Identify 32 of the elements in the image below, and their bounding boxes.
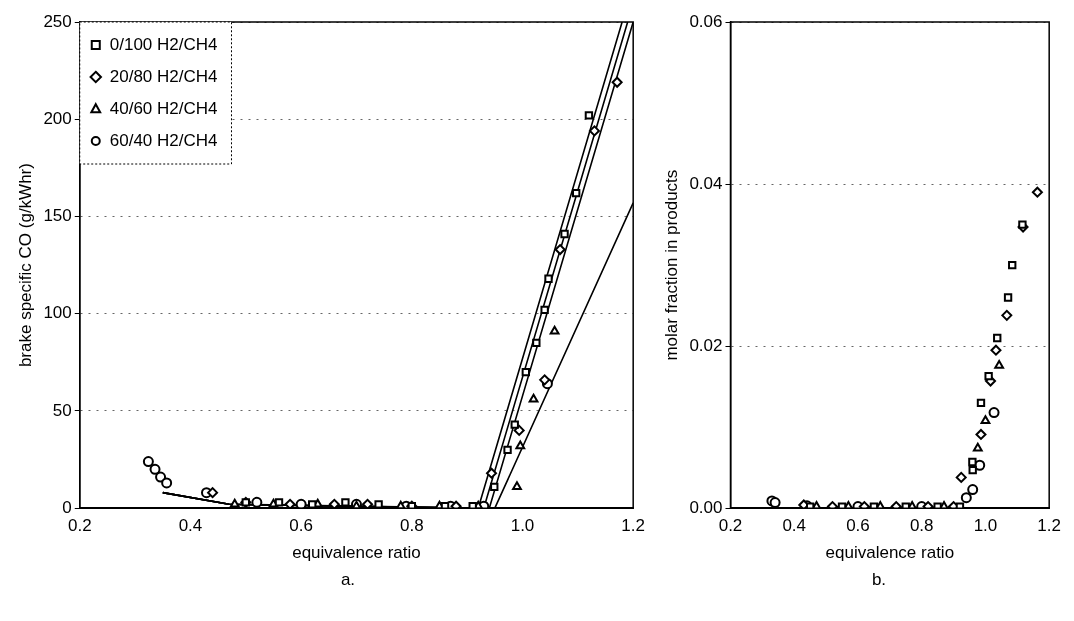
- text: b.: [870, 570, 888, 590]
- x-tick-label: 0.4: [782, 516, 807, 536]
- x-axis-title: equivalence ratio: [825, 543, 955, 563]
- x-tick-label: 0.6: [289, 516, 313, 536]
- y-tick-label: 250: [43, 11, 72, 31]
- x-tick-label: 0.8: [909, 516, 934, 536]
- x-tick-label: 0.2: [718, 516, 743, 536]
- x-tick-label: 0.6: [846, 516, 870, 536]
- legend-label: 20/80 H2/CH4: [109, 66, 218, 86]
- x-tick-label: 0.2: [67, 516, 92, 536]
- x-tick-label: 1.2: [1037, 516, 1061, 536]
- y-tick-label: 0.02: [689, 335, 723, 355]
- x-tick-label: 1.0: [973, 516, 998, 536]
- y-tick-label: 50: [52, 400, 72, 420]
- y-tick-label: 0.00: [689, 497, 723, 517]
- x-axis-title: equivalence ratio: [292, 543, 421, 563]
- y-tick-label: 0.04: [689, 173, 723, 193]
- x-tick-label: 1.0: [510, 516, 535, 536]
- legend-label: 40/60 H2/CH4: [109, 98, 218, 118]
- y-axis-title: brake specific CO (g/kWhr): [15, 163, 35, 368]
- x-tick-label: 1.2: [621, 516, 645, 536]
- x-tick-label: 0.4: [178, 516, 203, 536]
- text: a.: [339, 570, 357, 590]
- y-tick-label: 0.06: [689, 11, 723, 31]
- y-tick-label: 0: [62, 497, 72, 517]
- x-tick-label: 0.8: [400, 516, 424, 536]
- y-tick-label: 100: [43, 303, 72, 323]
- legend-label: 0/100 H2/CH4: [109, 34, 218, 54]
- y-tick-label: 200: [43, 108, 72, 128]
- y-axis-title: molar fraction in products: [661, 169, 681, 361]
- legend-label: 60/40 H2/CH4: [109, 130, 218, 150]
- y-tick-label: 150: [43, 206, 72, 226]
